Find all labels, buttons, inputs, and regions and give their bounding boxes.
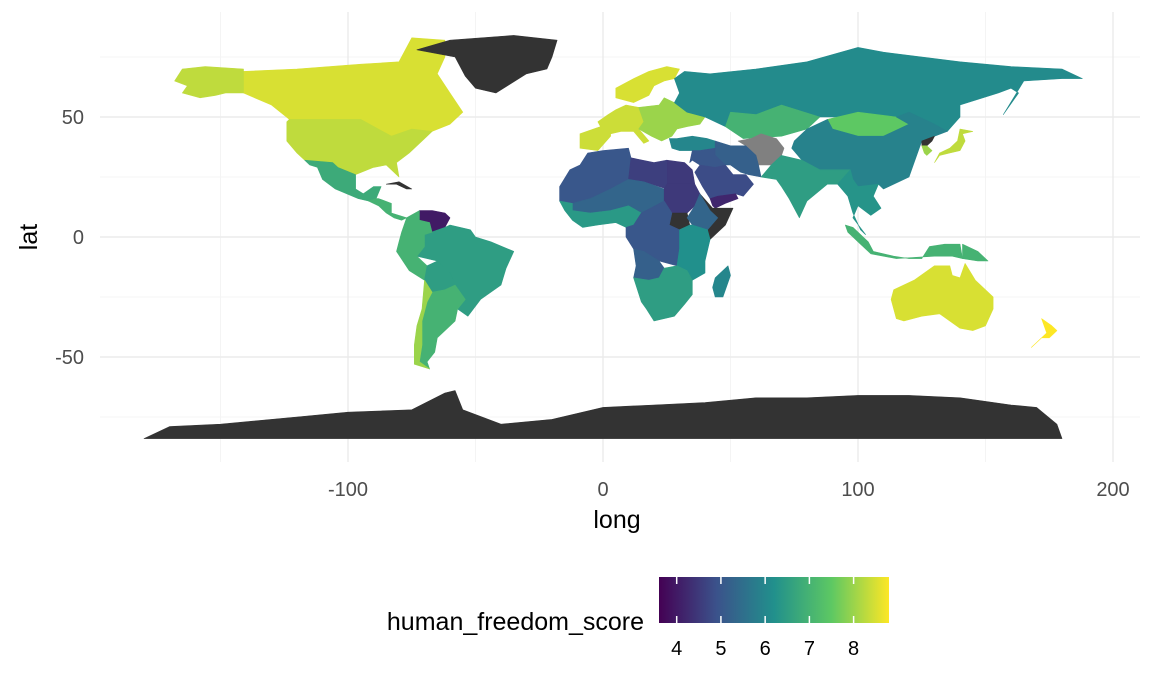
region-indonesia <box>845 224 963 259</box>
region-colombia-ecuador-peru <box>396 210 433 281</box>
region-yemen <box>709 193 739 209</box>
legend-title: human_freedom_score <box>387 608 644 636</box>
region-central-america <box>368 198 407 221</box>
region-saudi-arabia <box>694 164 754 199</box>
land-layer <box>143 35 1083 439</box>
y-axis-tick-labels: -50 0 50 <box>55 107 84 369</box>
region-north-korea <box>921 135 935 147</box>
region-mexico <box>304 159 382 202</box>
region-alaska <box>174 66 244 99</box>
region-greenland <box>416 35 558 94</box>
legend-tick-label: 7 <box>804 638 815 660</box>
region-australia <box>890 263 994 331</box>
region-chile <box>414 279 433 370</box>
region-southern-africa <box>633 265 693 322</box>
region-eastern-europe <box>638 97 706 142</box>
legend-colorbar <box>659 577 889 623</box>
x-tick-label: 100 <box>841 479 874 501</box>
region-antarctica <box>143 390 1063 439</box>
region-scandinavia <box>615 66 680 103</box>
legend-ticks: 4 5 6 7 8 <box>671 577 859 660</box>
region-madagascar <box>712 265 731 298</box>
region-philippines-png <box>962 243 989 262</box>
x-tick-label: 0 <box>597 479 608 501</box>
x-tick-label: 200 <box>1096 479 1129 501</box>
region-japan <box>934 128 974 163</box>
y-tick-label: -50 <box>55 347 84 369</box>
region-new-zealand <box>1031 318 1058 348</box>
legend-tick-label: 4 <box>671 638 682 660</box>
legend-tick-label: 5 <box>715 638 726 660</box>
y-axis-title: lat <box>15 224 43 250</box>
legend-tick-label: 8 <box>848 638 859 660</box>
region-western-europe <box>579 104 650 151</box>
region-india <box>760 155 851 219</box>
y-tick-label: 50 <box>62 107 84 129</box>
x-tick-label: -100 <box>328 479 368 501</box>
region-southeast-asia <box>837 169 882 235</box>
x-axis-tick-labels: -100 0 100 200 <box>328 479 1130 501</box>
x-axis-title: long <box>593 506 640 534</box>
region-cuba <box>386 181 413 190</box>
y-tick-label: 0 <box>73 227 84 249</box>
legend-tick-label: 6 <box>760 638 771 660</box>
region-south-korea <box>921 145 933 156</box>
